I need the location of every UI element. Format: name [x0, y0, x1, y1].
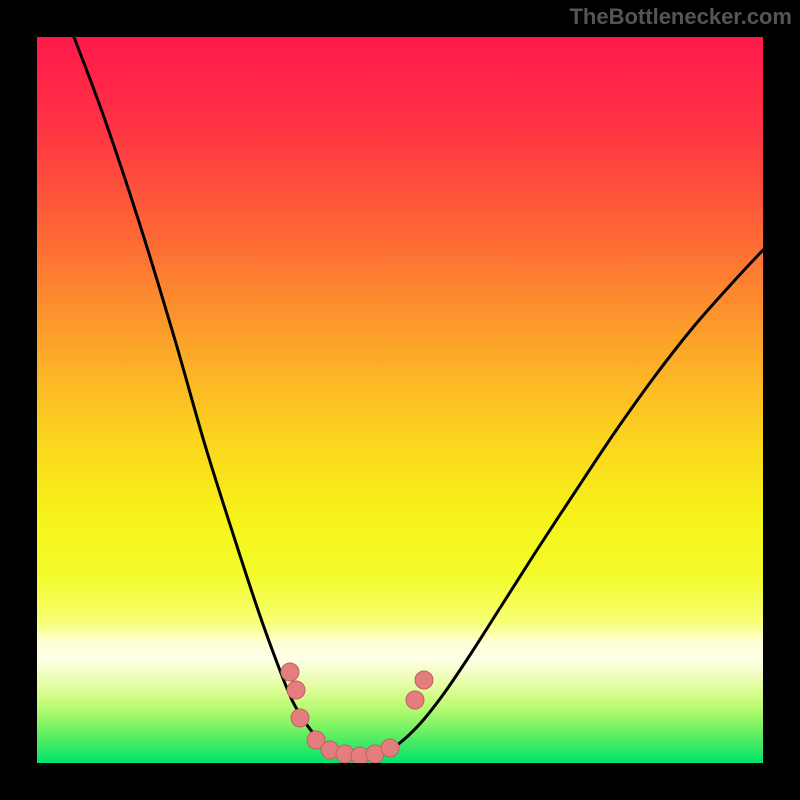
marker-point [406, 691, 424, 709]
plot-background [37, 37, 763, 763]
marker-point [281, 663, 299, 681]
watermark-text: TheBottlenecker.com [569, 4, 792, 30]
outer-frame: TheBottlenecker.com [0, 0, 800, 800]
marker-point [415, 671, 433, 689]
marker-point [287, 681, 305, 699]
marker-point [291, 709, 309, 727]
marker-point [381, 739, 399, 757]
chart-canvas [0, 0, 800, 800]
